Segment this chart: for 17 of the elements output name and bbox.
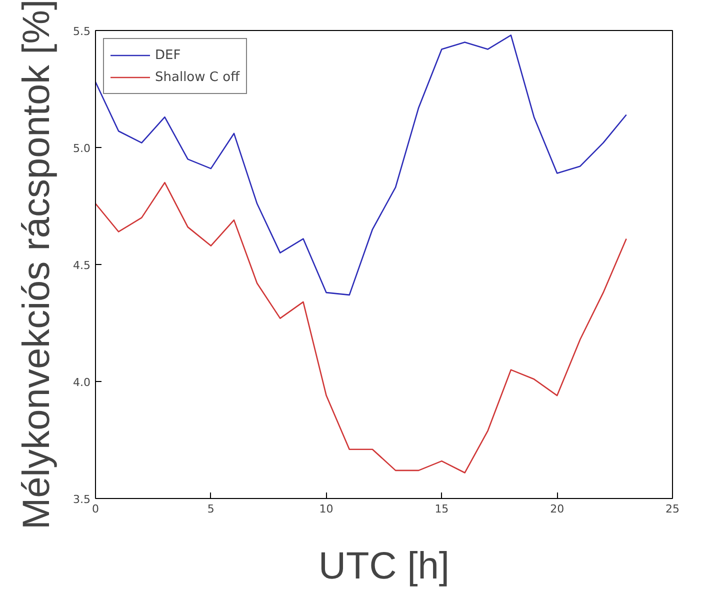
y-tick-label: 3.5 [73,493,91,506]
x-tick-label: 20 [550,502,564,516]
x-tick-label: 10 [319,502,334,516]
y-tick-label: 4.0 [73,376,91,389]
line-series [96,34,627,296]
y-tick-label: 5.5 [73,25,91,38]
x-tick-label: 5 [207,502,214,516]
x-tick-label: 0 [92,502,99,516]
y-tick-label: 5.0 [73,142,91,155]
legend-label: DEF [155,48,181,62]
legend-label: Shallow C off [155,70,240,84]
x-tick-label: 25 [666,502,680,516]
x-axis-title: UTC [h] [318,546,450,588]
line-series [96,182,627,474]
y-tick-label: 4.5 [73,259,91,272]
y-axis-title: Mélykonvekciós rácspontok [%] [16,0,58,530]
x-tick-label: 15 [434,502,449,516]
